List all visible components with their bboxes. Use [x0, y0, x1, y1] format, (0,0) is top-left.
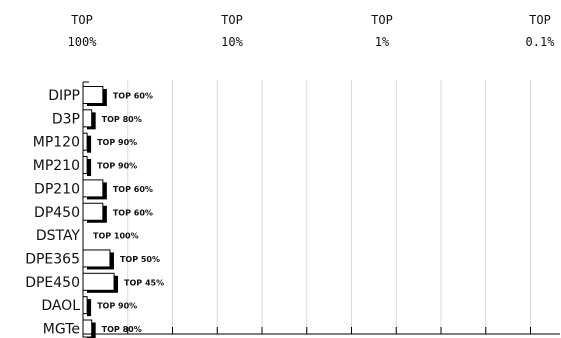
bar: [82, 86, 104, 104]
category-label: DIPP: [48, 88, 80, 104]
top-tick-label-line2: 0.1%: [526, 35, 556, 49]
bar: [82, 296, 88, 315]
category-label: DSTAY: [36, 228, 81, 244]
top-tick-label-line2: 10%: [221, 35, 243, 49]
gridlines: [127, 80, 531, 332]
bar: [82, 132, 88, 151]
category-label: DPE365: [25, 251, 80, 267]
bar-shadow: [87, 159, 92, 177]
bar: [82, 272, 115, 291]
bar: [82, 156, 88, 175]
bar: [82, 179, 104, 198]
category-label: DAOL: [41, 298, 80, 314]
data-label: TOP 100%: [93, 232, 139, 241]
top-tick-label-line2: 100%: [68, 35, 98, 49]
category-label: DP450: [34, 205, 80, 221]
data-label: TOP 60%: [113, 185, 153, 194]
category-label: MP210: [33, 158, 80, 174]
data-label: TOP 60%: [113, 208, 153, 217]
bar: [82, 249, 111, 268]
data-label: TOP 60%: [113, 92, 153, 101]
top-tick-label-line1: TOP: [221, 13, 243, 27]
data-label: TOP 80%: [102, 325, 142, 334]
data-label: TOP 90%: [97, 138, 137, 147]
top-tick-label-line1: TOP: [71, 13, 93, 27]
data-label: TOP 80%: [102, 115, 142, 124]
top-tick-label-line1: TOP: [529, 13, 551, 27]
axes: [82, 81, 560, 335]
bar: [82, 202, 104, 221]
bar-shadow: [87, 135, 92, 153]
category-label: DPE450: [25, 275, 80, 291]
top-tick-label-line1: TOP: [371, 13, 393, 27]
data-label: TOP 90%: [97, 162, 137, 171]
category-label: MGTe: [43, 322, 80, 338]
data-label: TOP 90%: [97, 302, 137, 311]
category-label: D3P: [52, 111, 80, 127]
category-label: MP120: [33, 135, 80, 151]
bar: [82, 109, 93, 128]
top-tick-label-line2: 1%: [375, 35, 390, 49]
bar-shadow: [87, 299, 92, 317]
bars: DIPP TOP 60% D3P TOP 80% MP120 TOP 90% MP210 TO…: [25, 86, 164, 338]
category-label: DP210: [34, 181, 80, 197]
top-axis-labels: TOP 100% TOP 10% TOP 1% TOP 0.1%: [68, 13, 556, 49]
data-label: TOP 45%: [124, 278, 164, 287]
data-label: TOP 50%: [120, 255, 160, 264]
